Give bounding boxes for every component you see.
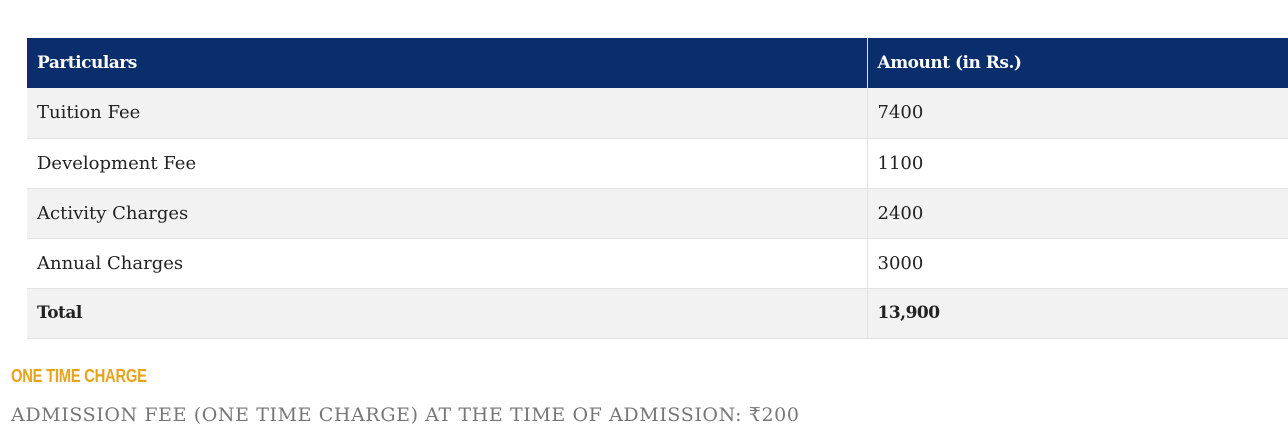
table-cell: Activity Charges [27, 188, 867, 239]
table-cell: 13,900 [866, 288, 1288, 339]
table-cell: 3000 [866, 238, 1288, 289]
section-heading: ONE TIME CHARGE [11, 366, 147, 386]
note: ADMISSION FEE (ONE TIME CHARGE) AT THE T… [11, 404, 800, 426]
table-row: Annual Charges 3000 [27, 238, 1288, 289]
total-row: Total 13,900 [27, 288, 1288, 339]
header-row: Particulars Amount (in Rs.) [27, 38, 1288, 88]
table-cell: Annual Charges [27, 238, 867, 289]
table-cell: 1100 [866, 138, 1288, 189]
table-row: Activity Charges 2400 [27, 188, 1288, 239]
table-cell: Total [27, 288, 867, 339]
table-cell: 7400 [866, 88, 1288, 139]
header-cell: Particulars [27, 38, 867, 88]
table-body: Tuition Fee 7400 Development Fee 1100 Activi… [27, 88, 1288, 339]
fee-table: Particulars Amount (in Rs.) Tuition Fee 7… [27, 38, 1288, 339]
table-cell: Tuition Fee [27, 88, 867, 139]
table-cell: 2400 [866, 188, 1288, 239]
header-cell: Amount (in Rs.) [866, 38, 1288, 88]
table-cell: Development Fee [27, 138, 867, 189]
table-row: Tuition Fee 7400 [27, 88, 1288, 139]
table-row: Development Fee 1100 [27, 138, 1288, 189]
